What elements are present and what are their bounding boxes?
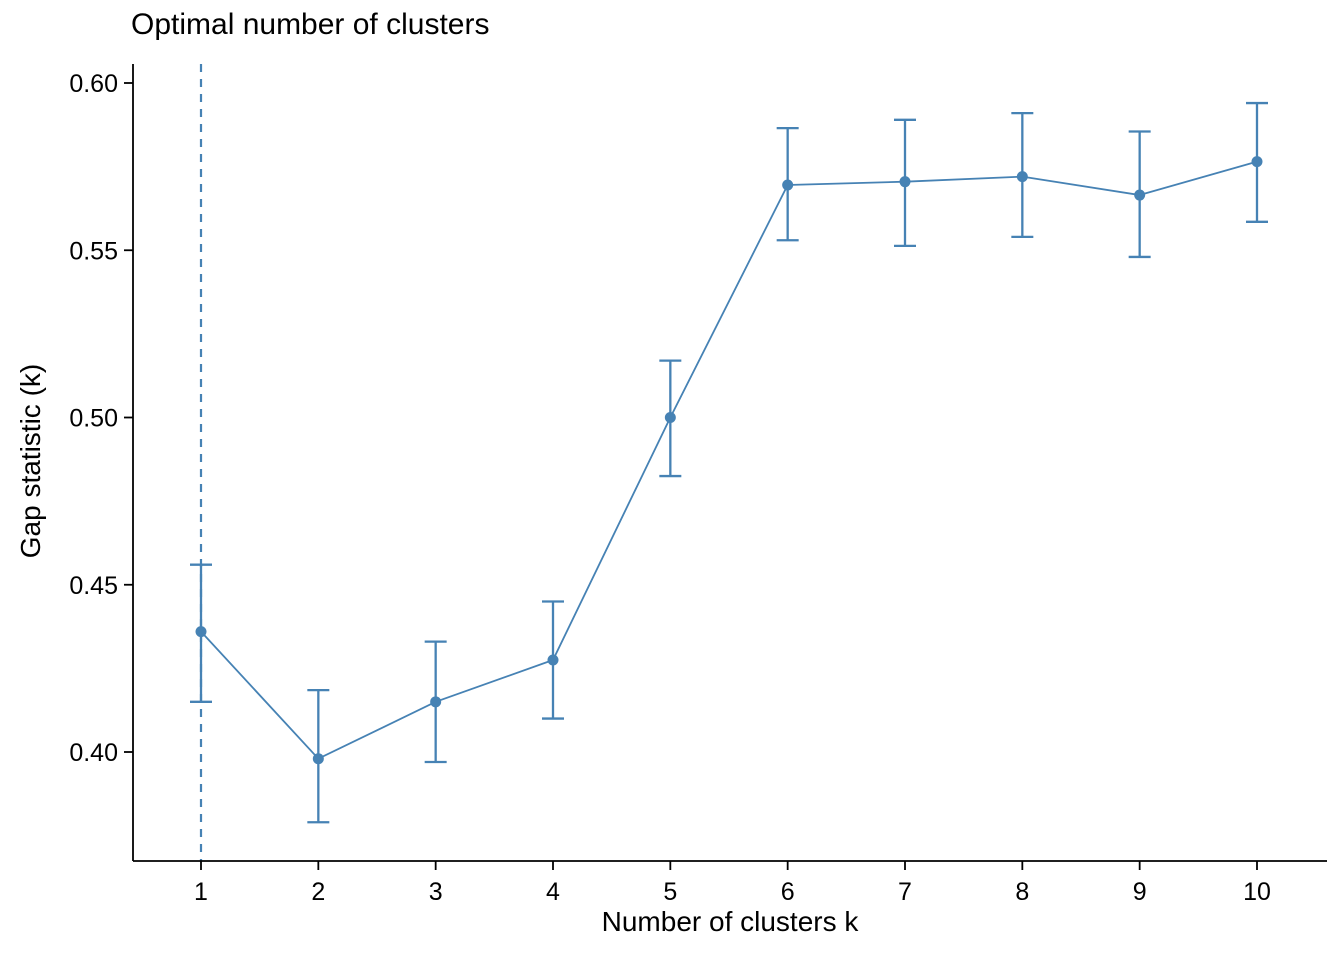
y-tick-label: 0.40	[69, 739, 118, 767]
y-tick-label: 0.60	[69, 70, 118, 98]
data-point	[547, 654, 559, 666]
x-tick-label: 2	[311, 878, 325, 906]
y-tick-label: 0.50	[69, 405, 118, 433]
x-tick-label: 10	[1243, 878, 1271, 906]
data-point	[1134, 189, 1146, 201]
data-point	[1251, 156, 1263, 168]
data-point	[312, 753, 324, 765]
x-tick-label: 1	[194, 878, 208, 906]
data-point	[1016, 171, 1028, 183]
chart-title: Optimal number of clusters	[131, 8, 490, 41]
gap-statistic-line	[200, 160, 1258, 760]
x-tick-label: 4	[546, 878, 560, 906]
data-point	[899, 176, 911, 188]
data-point	[195, 626, 207, 638]
x-tick-label: 8	[1015, 878, 1029, 906]
y-tick-label: 0.45	[69, 572, 118, 600]
x-tick-label: 5	[663, 878, 677, 906]
x-tick-label: 7	[898, 878, 912, 906]
y-axis-title: Gap statistic (k)	[15, 363, 46, 559]
x-axis-title: Number of clusters k	[601, 906, 859, 937]
data-point	[430, 696, 442, 708]
data-point	[782, 179, 794, 191]
x-tick-label: 9	[1133, 878, 1147, 906]
data-point	[664, 412, 676, 423]
x-tick-label: 3	[429, 878, 443, 906]
y-tick-label: 0.55	[69, 237, 118, 265]
x-tick-label: 6	[781, 878, 795, 906]
